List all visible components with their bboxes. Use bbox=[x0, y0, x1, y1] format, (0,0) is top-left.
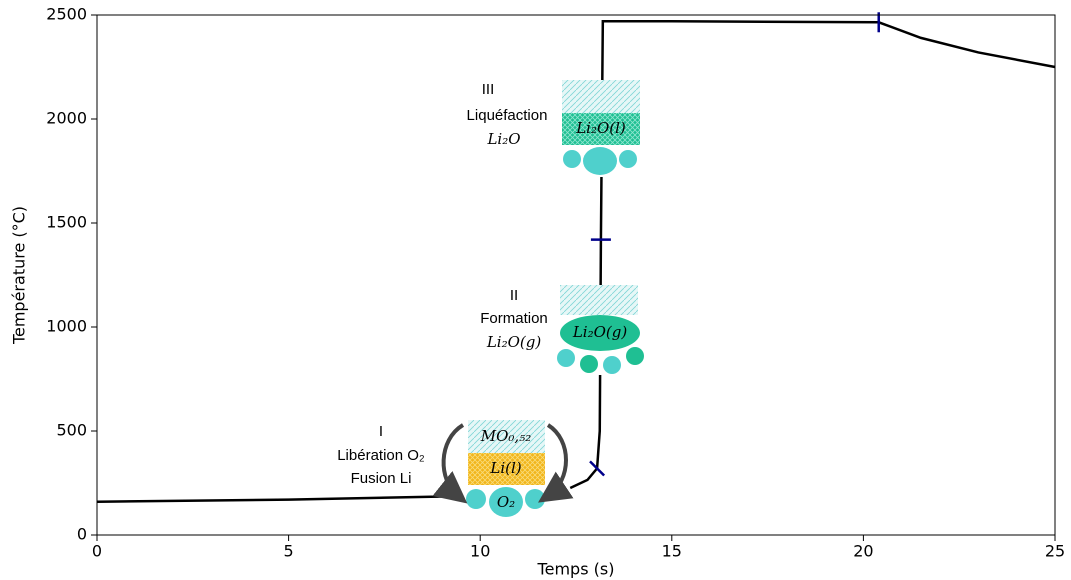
annotation: II bbox=[510, 287, 518, 304]
layer-liquid bbox=[468, 453, 545, 485]
y-tick-label: 1000 bbox=[46, 317, 87, 336]
x-tick-label: 0 bbox=[92, 542, 102, 561]
blob bbox=[466, 489, 486, 509]
y-tick-label: 2500 bbox=[46, 5, 87, 24]
y-tick-label: 500 bbox=[56, 421, 87, 440]
layer-solid bbox=[562, 80, 640, 113]
x-tick-label: 5 bbox=[284, 542, 294, 561]
illustration-label: O₂ bbox=[497, 493, 515, 511]
axes: 0 5 10 15 20 25 0 500 1000 1500 2000 2500 bbox=[46, 5, 1065, 561]
annotation: III bbox=[482, 81, 495, 98]
annotation: Liquéfaction bbox=[467, 107, 548, 124]
blob bbox=[557, 349, 575, 367]
illustration-label: Li₂O(g) bbox=[572, 323, 628, 341]
blob bbox=[626, 347, 644, 365]
illustration-2: Li₂O(g) bbox=[555, 285, 647, 375]
illustration-label: Li(l) bbox=[489, 459, 521, 477]
blob bbox=[489, 487, 523, 517]
y-tick-label: 1500 bbox=[46, 213, 87, 232]
phase-marker bbox=[589, 460, 606, 477]
y-tick-label: 2000 bbox=[46, 109, 87, 128]
blob bbox=[603, 356, 621, 374]
layer-solid bbox=[560, 285, 638, 318]
illustration-label: Li₂O(l) bbox=[575, 119, 626, 137]
y-axis-label: Température (°C) bbox=[10, 206, 29, 345]
gas-cloud bbox=[560, 315, 640, 351]
arrow bbox=[432, 423, 468, 504]
annotation: Formation bbox=[480, 310, 548, 327]
annotation: I bbox=[379, 423, 383, 440]
arrow bbox=[538, 423, 574, 503]
layer-solid bbox=[468, 420, 545, 453]
blob bbox=[583, 147, 617, 175]
x-tick-label: 15 bbox=[662, 542, 682, 561]
plot-frame bbox=[96, 14, 1056, 536]
plot bbox=[96, 12, 1056, 503]
blob bbox=[525, 489, 545, 509]
annotation: Fusion Li bbox=[351, 470, 412, 487]
blob bbox=[563, 150, 581, 168]
x-axis-label: Temps (s) bbox=[537, 560, 615, 579]
annotation: Li₂O(g) bbox=[486, 333, 542, 351]
x-tick-label: 25 bbox=[1045, 542, 1065, 561]
y-tick-label: 0 bbox=[77, 525, 87, 544]
line bbox=[96, 19, 1056, 503]
illustration-3: Li₂O(l) bbox=[562, 80, 640, 177]
annotation: Li₂O bbox=[486, 130, 520, 148]
blob bbox=[619, 150, 637, 168]
x-tick-label: 20 bbox=[853, 542, 873, 561]
blob bbox=[580, 355, 598, 373]
illustration-label: MO₀,₅₂ bbox=[480, 427, 531, 445]
layer-liquid bbox=[562, 113, 640, 145]
illustration-1: MO₀,₅₂ Li(l) O₂ bbox=[432, 420, 574, 520]
x-tick-label: 10 bbox=[470, 542, 490, 561]
annotation: Libération O₂ bbox=[337, 447, 425, 464]
